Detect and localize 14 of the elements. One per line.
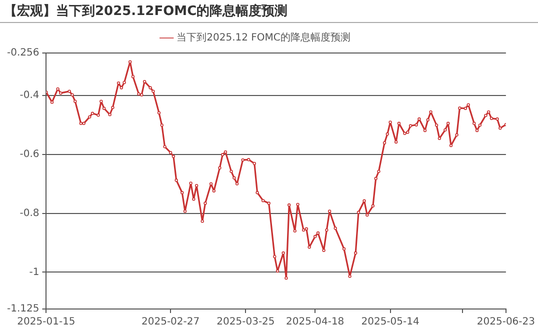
chart-title: 【宏观】当下到2025.12FOMC的降息幅度预测 xyxy=(0,0,538,23)
y-tick-label: -0.6 xyxy=(20,148,40,160)
y-tick-label: -0.4 xyxy=(20,90,40,102)
y-tick-label: -1.125 xyxy=(6,304,40,315)
legend-label: 当下到2025.12 FOMC的降息幅度预测 xyxy=(176,32,350,44)
x-tick-label: 2025-04-18 xyxy=(286,316,344,328)
x-tick-label: 2025-02-27 xyxy=(141,316,200,328)
y-tick-label: -0.256 xyxy=(6,48,40,59)
x-tick-label: 2025-03-25 xyxy=(216,316,275,328)
x-tick-label: 2025-05-14 xyxy=(361,316,420,328)
x-tick-label: 2025-06-23 xyxy=(476,316,536,328)
y-tick-label: -0.8 xyxy=(20,208,40,219)
y-tick-label: -1 xyxy=(29,266,40,278)
x-tick-label: 2025-01-15 xyxy=(17,316,76,328)
